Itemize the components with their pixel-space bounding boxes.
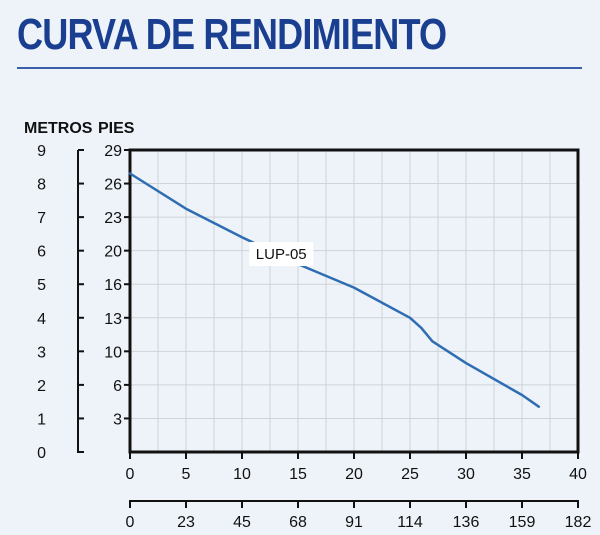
gph-tick-label: 0 (126, 514, 135, 531)
lpm-tick-label: 15 (289, 466, 307, 483)
metros-tick-label: 5 (37, 277, 46, 294)
metros-tick-label: 9 (37, 143, 46, 160)
gph-tick-label: 23 (177, 514, 195, 531)
lpm-axis-ticks: 0 5 10 15 20 25 30 35 40 (126, 452, 587, 483)
pies-tick-label: 29 (104, 143, 122, 160)
lpm-tick-label: 40 (569, 466, 587, 483)
series-layer: LUP-05 (128, 172, 541, 408)
lpm-tick-label: 10 (233, 466, 251, 483)
pies-tick-label: 10 (104, 344, 122, 361)
metros-tick-label: 7 (37, 210, 46, 227)
series-label-lup-05: LUP-05 (256, 246, 307, 263)
grid-lines (130, 150, 578, 452)
metros-axis-ticks: 0 1 2 3 4 5 6 7 8 9 (37, 143, 84, 462)
lpm-tick-label: 20 (345, 466, 363, 483)
pies-tick-label: 13 (104, 311, 122, 328)
pies-tick-label: 20 (104, 244, 122, 261)
pies-tick-label: 23 (104, 210, 122, 227)
lpm-tick-label: 35 (513, 466, 531, 483)
gph-axis-ticks: 0 23 45 68 91 114 136 159 182 (126, 501, 592, 531)
gph-tick-label: 114 (397, 514, 423, 531)
pies-tick-label: 3 (113, 411, 122, 428)
metros-tick-label: 4 (37, 311, 46, 328)
pies-tick-label: 6 (113, 378, 122, 395)
series-label-box (249, 242, 314, 267)
metros-axis-label: METROS (24, 120, 93, 137)
lpm-tick-label: 0 (126, 466, 135, 483)
pies-axis-label: PIES (98, 120, 135, 137)
pies-tick-label: 16 (104, 277, 122, 294)
gph-tick-label: 159 (509, 514, 536, 531)
lpm-tick-label: 5 (182, 466, 191, 483)
metros-tick-label: 1 (37, 411, 46, 428)
gph-tick-label: 136 (453, 514, 480, 531)
gph-tick-label: 91 (345, 514, 363, 531)
gph-tick-label: 68 (289, 514, 307, 531)
series-line-lup-05 (128, 172, 541, 408)
chart-title: CURVA DE RENDIMIENTO (17, 10, 447, 59)
metros-tick-label: 2 (37, 378, 46, 395)
pies-axis-ticks: 3 6 10 13 16 20 23 26 29 (104, 143, 130, 428)
gph-tick-label: 182 (565, 514, 592, 531)
pies-tick-label: 26 (104, 177, 122, 194)
metros-tick-label: 8 (37, 177, 46, 194)
gph-tick-label: 45 (233, 514, 251, 531)
lpm-tick-label: 30 (457, 466, 475, 483)
metros-tick-label: 6 (37, 244, 46, 261)
metros-tick-label: 3 (37, 344, 46, 361)
title-underline (17, 67, 582, 69)
lpm-tick-label: 25 (401, 466, 419, 483)
metros-tick-label: 0 (37, 445, 46, 462)
